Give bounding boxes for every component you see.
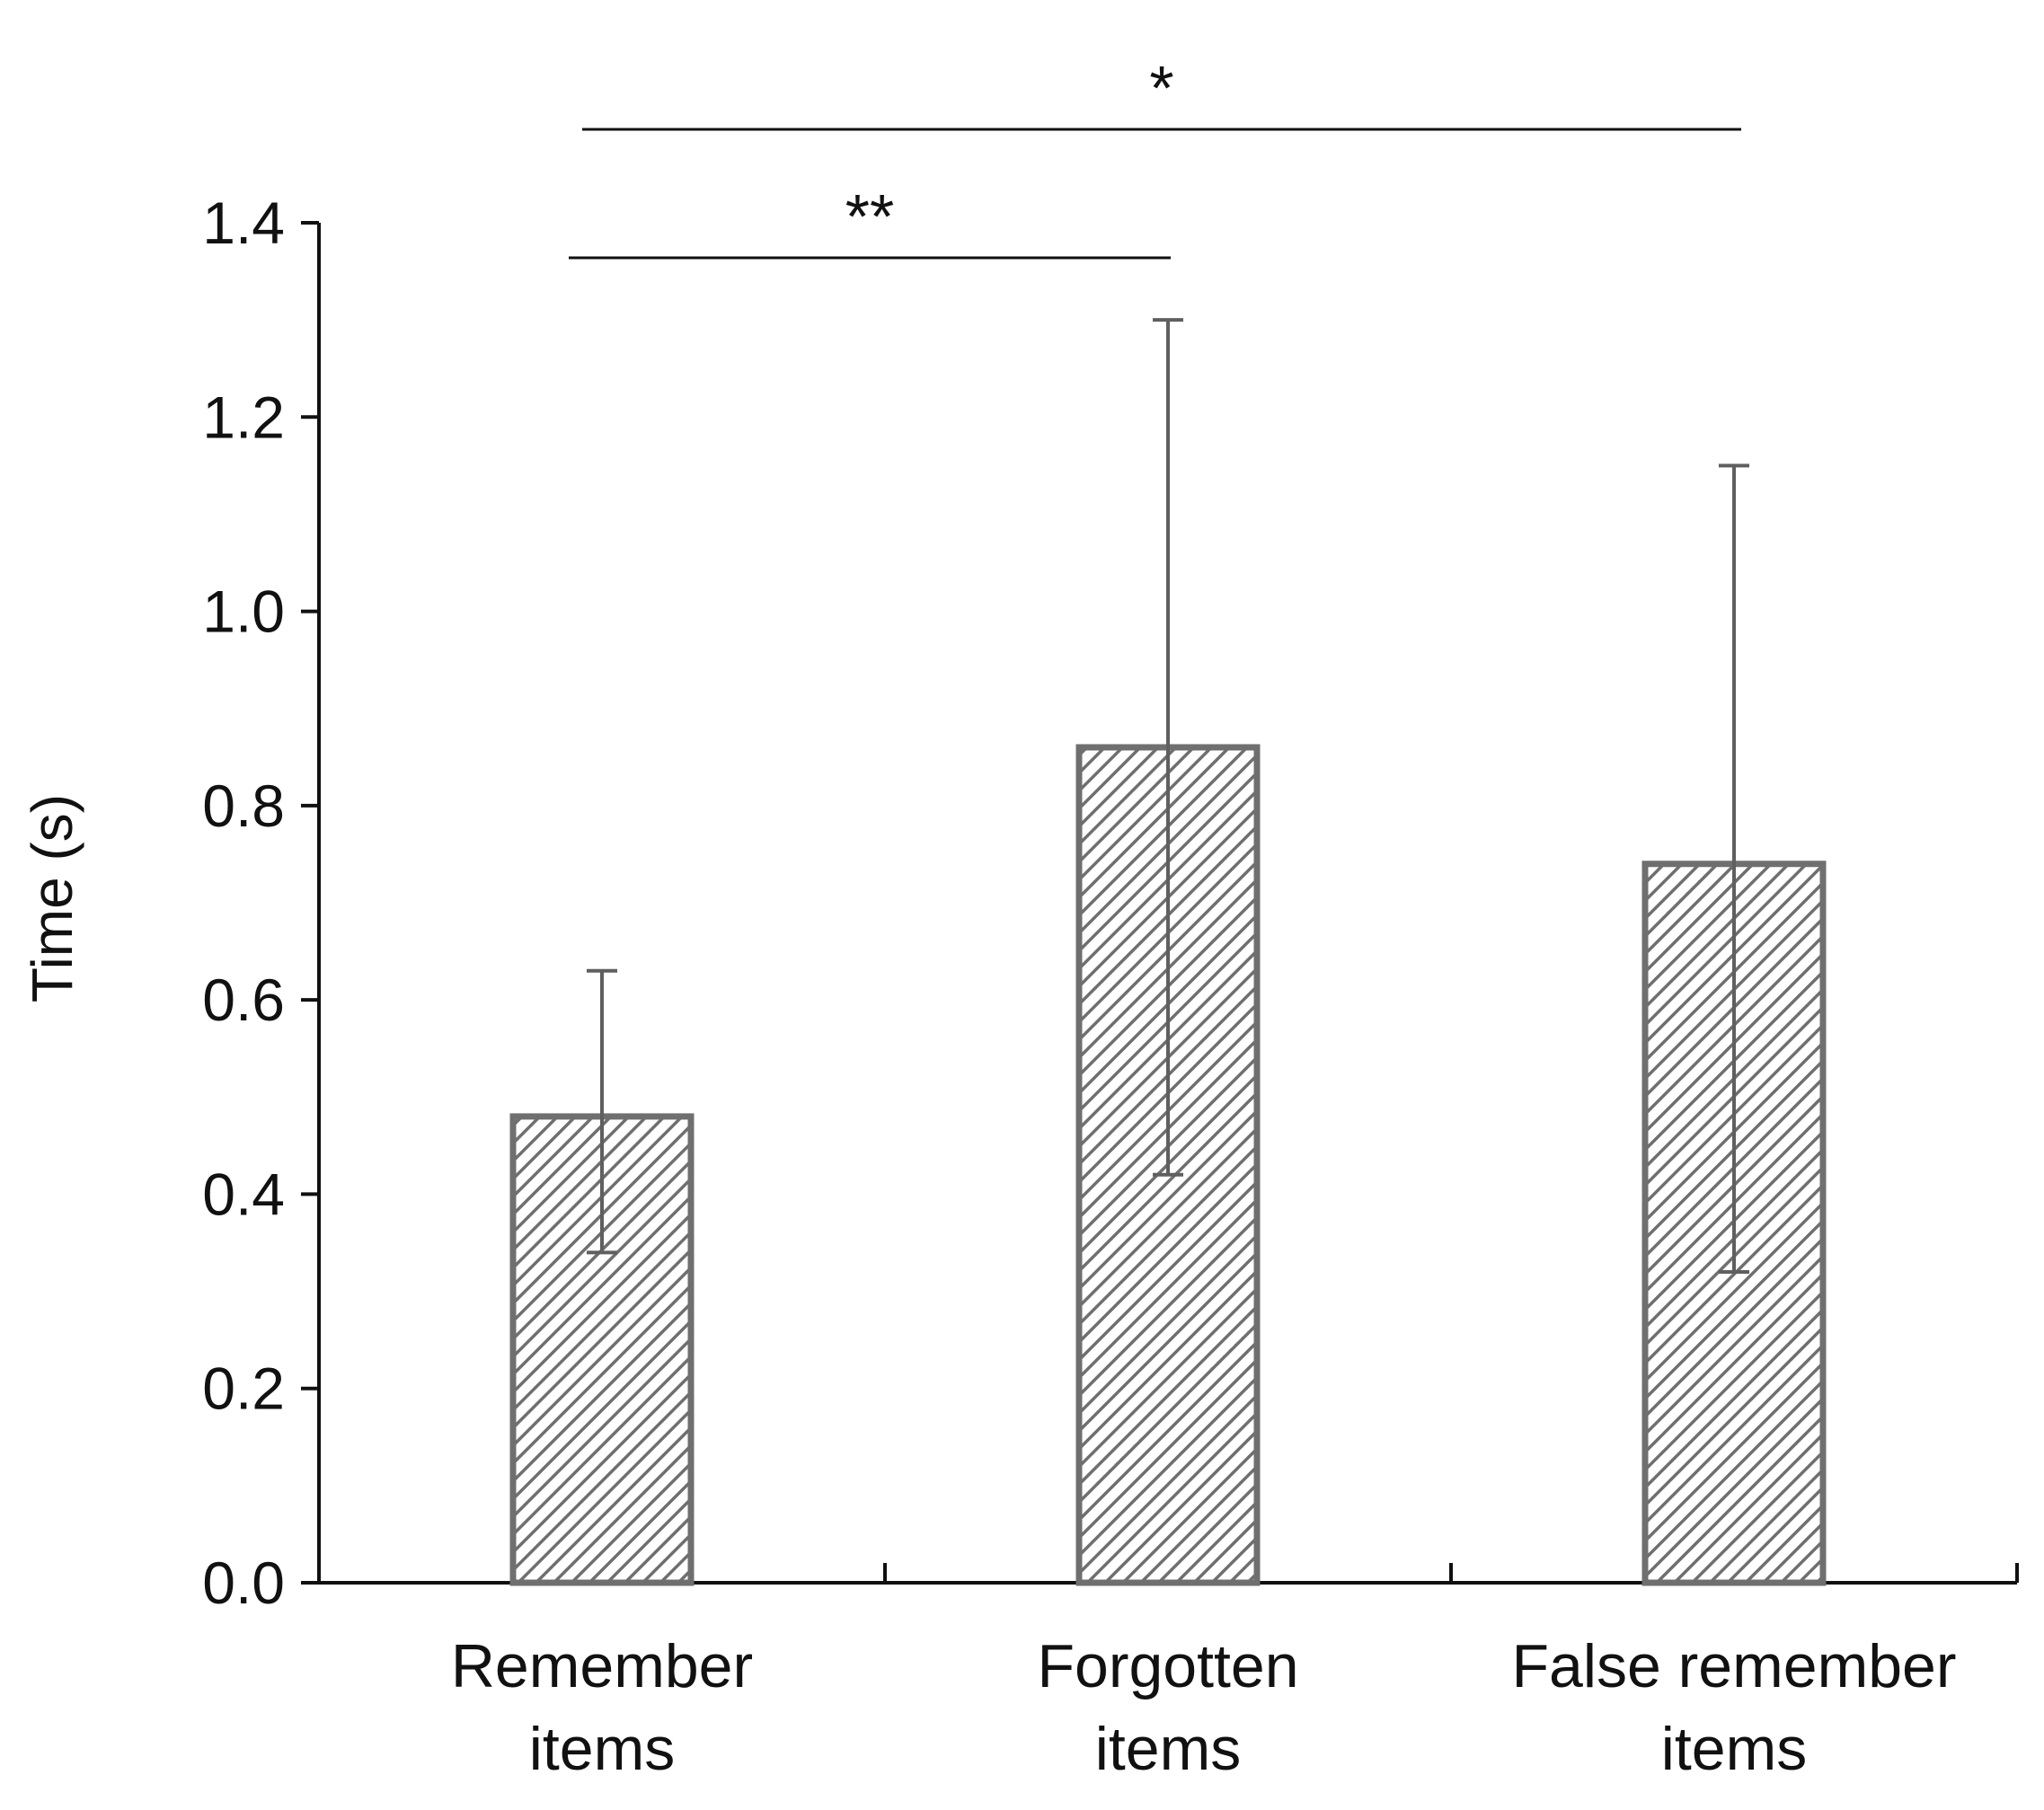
x-category-label: Forgotten: [1037, 1632, 1298, 1700]
y-tick-label: 1.4: [202, 190, 285, 256]
y-tick-label: 0.0: [202, 1550, 285, 1616]
bar: [509, 1113, 695, 1586]
y-tick-label: 1.2: [202, 384, 285, 450]
plot-area: 0.0 0.2 0.4 0.6 0.8 1.0 1.2 1.4 Remember items For…: [202, 53, 2019, 1783]
y-tick-label: 0.4: [202, 1161, 285, 1227]
x-category-label: items: [1661, 1715, 1807, 1783]
y-tick-label: 1.0: [202, 578, 285, 645]
y-tick-label: 0.8: [202, 773, 285, 839]
significance-label: *: [1149, 53, 1173, 123]
x-category-label: items: [1095, 1715, 1241, 1783]
x-category-label: items: [529, 1715, 675, 1783]
significance-label: **: [845, 181, 894, 252]
x-category-label: Remember: [451, 1632, 753, 1700]
y-tick-label: 0.6: [202, 967, 285, 1033]
x-category-label: False remember: [1511, 1632, 1956, 1700]
y-tick-label: 0.2: [202, 1355, 285, 1422]
y-axis-title: Time (s): [20, 794, 84, 1002]
